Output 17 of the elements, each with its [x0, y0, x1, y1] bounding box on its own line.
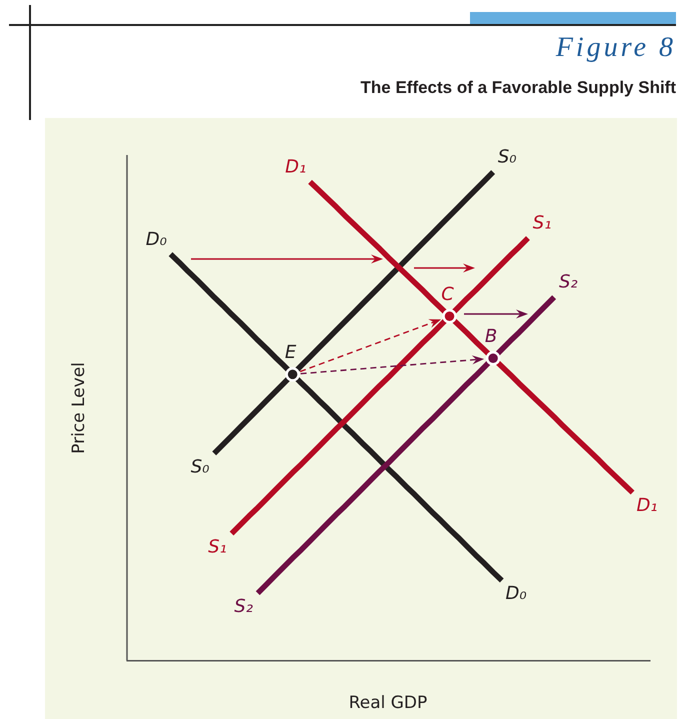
series-label: D₀: [506, 583, 527, 604]
x-axis-title: Real GDP: [348, 693, 428, 713]
text: D₀: [146, 228, 167, 250]
chart-title: Figure 8: [556, 31, 676, 65]
text: S₀: [498, 146, 517, 168]
series-label: S₂: [234, 596, 253, 617]
text: S₂: [558, 272, 578, 293]
annotation: C: [441, 284, 454, 305]
series-label: S₀: [190, 456, 210, 478]
series-label: D₁: [636, 495, 658, 516]
text: D₁: [285, 156, 306, 178]
chart-subtitle: The Effects of a Favorable Supply Shift: [360, 77, 676, 99]
annotation: B: [484, 326, 498, 347]
series-label: S₁: [208, 536, 227, 558]
text: S₁: [532, 212, 552, 234]
y-axis-title: Price Level: [69, 362, 89, 454]
annotation: E: [284, 342, 297, 364]
